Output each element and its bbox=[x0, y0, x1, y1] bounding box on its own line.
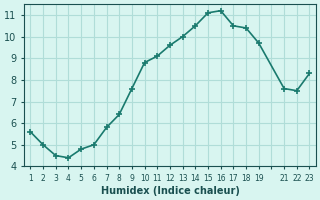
X-axis label: Humidex (Indice chaleur): Humidex (Indice chaleur) bbox=[100, 186, 239, 196]
